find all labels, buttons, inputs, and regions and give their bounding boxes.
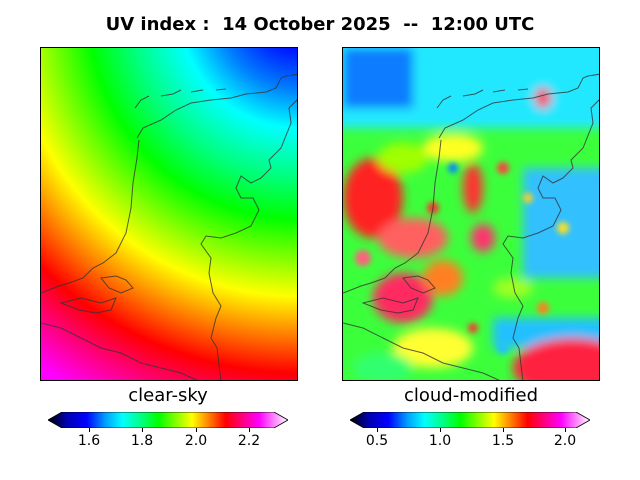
- tick-label: 1.8: [130, 433, 154, 449]
- clear-sky-map: [40, 47, 298, 381]
- cloud-modified-colorbar: [350, 412, 590, 428]
- tick-mark: [142, 428, 143, 432]
- tick-label: 1.6: [77, 433, 101, 449]
- tick-label: 0.5: [365, 433, 389, 449]
- tick-mark: [377, 428, 378, 432]
- tick-label: 1.5: [491, 433, 515, 449]
- tick-label: 2.0: [184, 433, 208, 449]
- tick-label: 2.0: [553, 433, 577, 449]
- clear-sky-colorbar: [48, 412, 288, 428]
- tick-mark: [565, 428, 566, 432]
- tick-mark: [89, 428, 90, 432]
- tick-mark: [440, 428, 441, 432]
- coastline-outline: [343, 73, 599, 380]
- cloud-modified-label: cloud-modified: [403, 385, 539, 406]
- tick-mark: [249, 428, 250, 432]
- tick-label: 1.0: [428, 433, 452, 449]
- tick-mark: [196, 428, 197, 432]
- cloud-modified-map: [342, 47, 600, 381]
- coastline-outline: [41, 73, 297, 380]
- tick-label: 2.2: [237, 433, 261, 449]
- tick-mark: [503, 428, 504, 432]
- clear-sky-label: clear-sky: [128, 385, 208, 406]
- chart-title: UV index : 14 October 2025 -- 12:00 UTC: [105, 14, 535, 35]
